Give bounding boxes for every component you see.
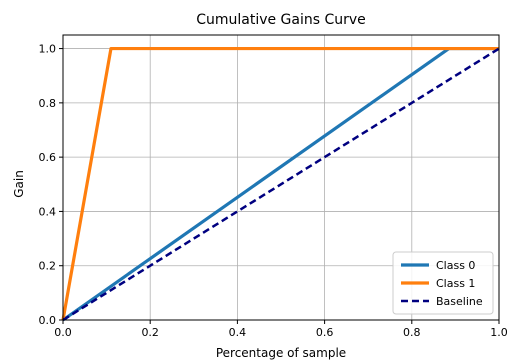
y-tick-label: 0.2 (39, 260, 57, 273)
y-tick-label: 0.8 (39, 97, 57, 110)
chart-title: Cumulative Gains Curve (196, 12, 366, 28)
legend-label: Class 0 (436, 259, 475, 272)
series-lines (61, 46, 500, 322)
y-tick-label: 0.0 (39, 314, 57, 327)
x-tick-label: 0.0 (54, 326, 72, 339)
legend-label: Class 1 (436, 277, 475, 290)
legend-label: Baseline (436, 295, 483, 308)
x-tick-label: 1.0 (490, 326, 507, 339)
series-line-baseline (62, 47, 500, 322)
y-tick-label: 1.0 (39, 43, 57, 56)
axis-ticks: 0.0 0.2 0.4 0.6 0.8 1.0 0.0 0.2 0.4 0.6 0.8 1.0 (39, 43, 507, 339)
x-tick-label: 0.8 (403, 326, 421, 339)
x-axis-label: Percentage of sample (216, 346, 346, 360)
legend: Class 0 Class 1 Baseline (392, 251, 494, 315)
legend-box (392, 251, 494, 315)
x-tick-label: 0.4 (229, 326, 247, 339)
x-tick-label: 0.6 (316, 326, 334, 339)
x-tick-label: 0.2 (141, 326, 159, 339)
y-tick-label: 0.4 (39, 205, 57, 218)
plot-area-frame (62, 34, 500, 321)
series-line-class-1 (61, 46, 499, 321)
y-tick-label: 0.6 (39, 151, 57, 164)
y-axis-label: Gain (12, 170, 26, 198)
grid (62, 35, 500, 321)
